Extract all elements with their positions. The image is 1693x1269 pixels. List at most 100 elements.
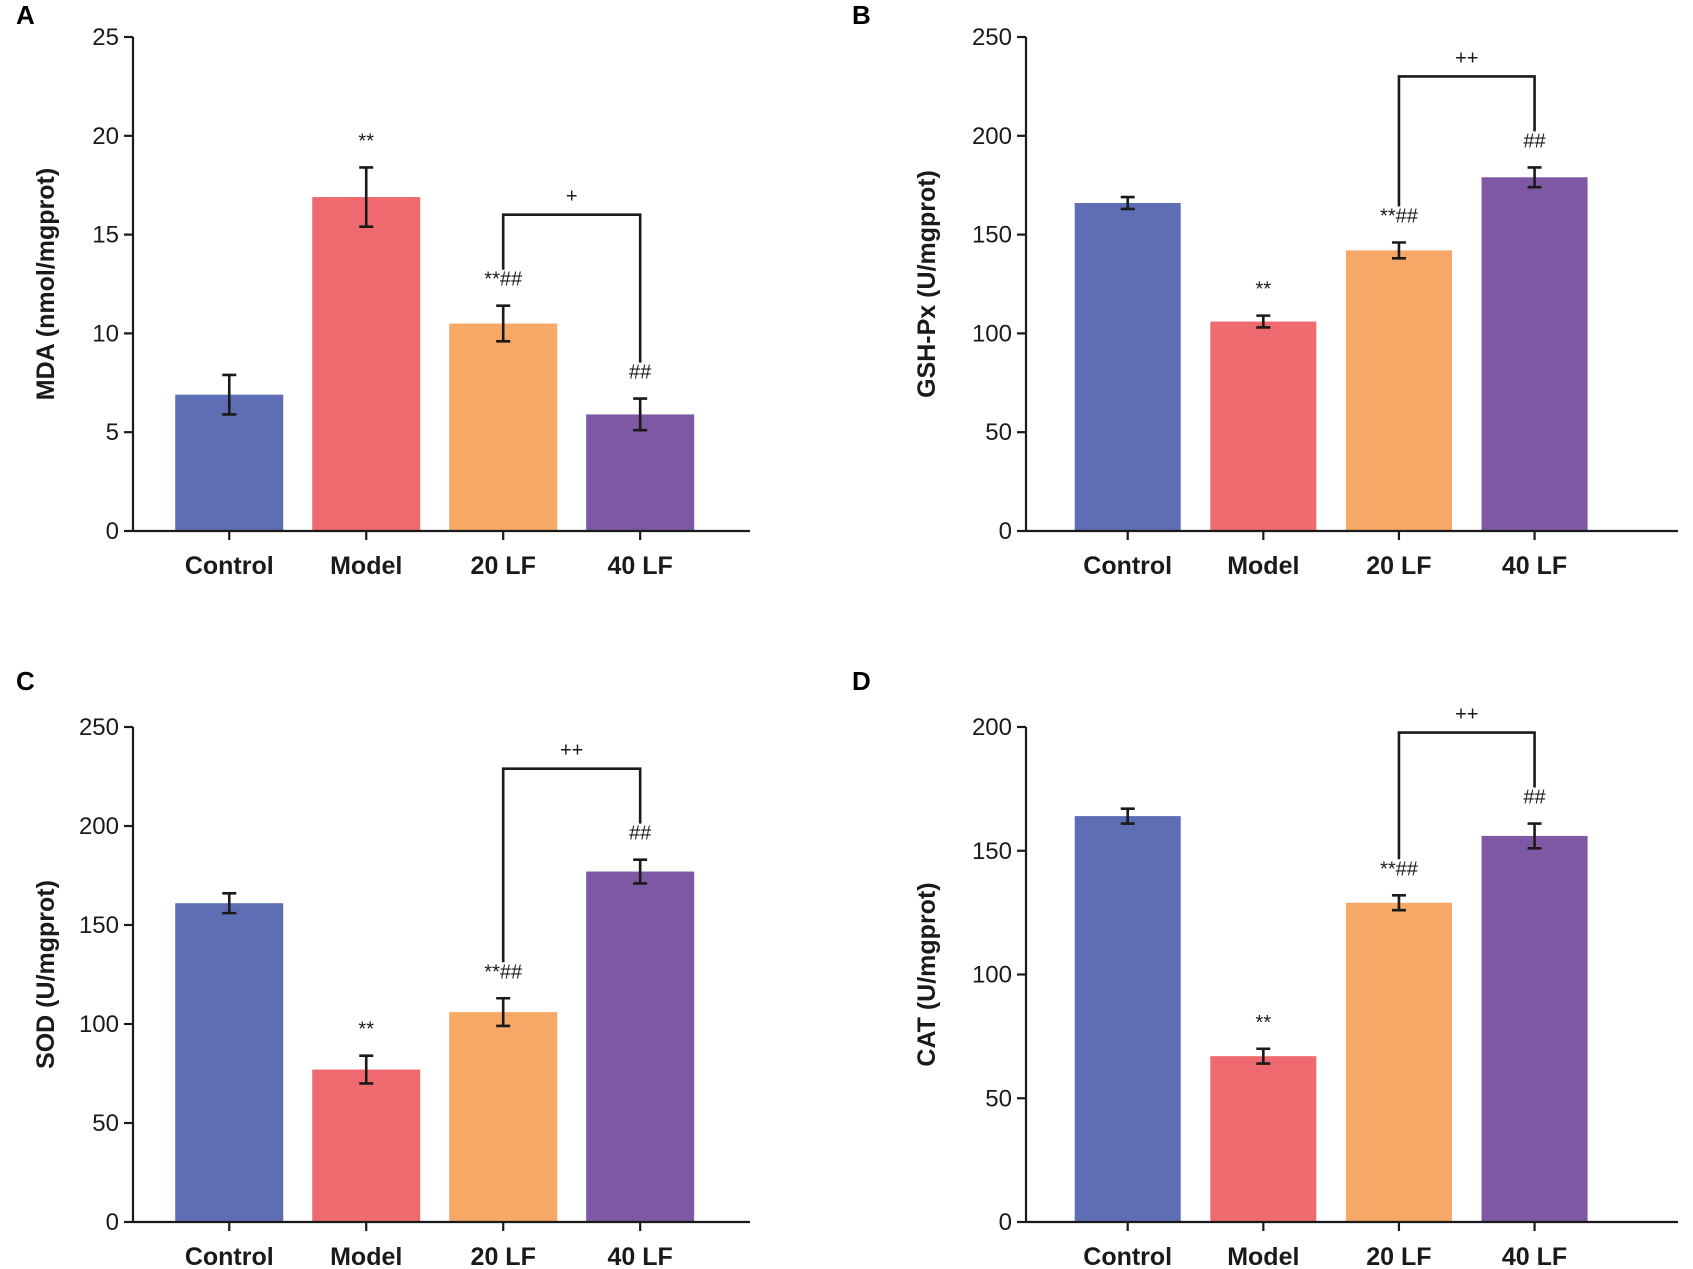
x-tick-label-b-control: Control xyxy=(1083,552,1172,580)
y-tick-label-a-5: 5 xyxy=(106,419,119,446)
y-axis-title-d: CAT (U/mgprot) xyxy=(913,882,941,1066)
bar-c-40-lf xyxy=(586,871,695,1222)
x-tick-label-c-40-lf: 40 LF xyxy=(608,1243,673,1269)
panel-letter-b: B xyxy=(852,0,871,30)
x-tick-label-d-40-lf: 40 LF xyxy=(1502,1243,1567,1269)
x-tick-label-a-20-lf: 20 LF xyxy=(471,552,536,580)
y-tick-label-b-50: 50 xyxy=(985,419,1012,446)
error-bar-d-model xyxy=(1256,1047,1271,1065)
y-tick-label-d-0: 0 xyxy=(999,1209,1012,1236)
y-tick-label-c-150: 150 xyxy=(79,912,119,939)
bar-b-model xyxy=(1210,321,1317,531)
y-tick-label-b-150: 150 xyxy=(972,222,1012,249)
bar-a-40-lf xyxy=(586,414,695,531)
bar-b-control xyxy=(1074,202,1181,531)
x-tick-label-b-model: Model xyxy=(1227,552,1299,580)
y-axis-title-a: MDA (nmol/mgprot) xyxy=(32,168,60,400)
significance-label-d-20-lf: **## xyxy=(1380,858,1419,880)
error-bar-b-control xyxy=(1120,195,1135,211)
error-bar-c-model xyxy=(359,1054,374,1085)
error-bar-c-20-lf xyxy=(496,996,511,1028)
bar-a-control xyxy=(175,394,284,531)
significance-label-d-40-lf: ## xyxy=(1523,787,1546,809)
bar-c-20-lf xyxy=(449,1012,558,1222)
x-tick-label-a-control: Control xyxy=(185,552,274,580)
y-axis-title-c: SOD (U/mgprot) xyxy=(32,880,60,1069)
x-tick-label-c-20-lf: 20 LF xyxy=(471,1243,536,1269)
error-bar-d-control xyxy=(1120,807,1135,825)
y-tick-label-d-50: 50 xyxy=(985,1085,1012,1112)
bar-c-control xyxy=(175,903,284,1222)
bar-d-model xyxy=(1210,1056,1317,1222)
bar-a-model xyxy=(312,197,421,531)
error-bar-b-model xyxy=(1256,314,1271,329)
y-tick-label-c-100: 100 xyxy=(79,1011,119,1038)
x-tick-label-a-40-lf: 40 LF xyxy=(608,552,673,580)
y-tick-label-a-0: 0 xyxy=(106,518,119,545)
y-tick-label-d-150: 150 xyxy=(972,838,1012,865)
y-tick-label-a-15: 15 xyxy=(92,222,119,249)
bar-d-control xyxy=(1074,816,1181,1222)
y-axis-title-b: GSH-Px (U/mgprot) xyxy=(913,170,941,398)
comparison-label-b: ++ xyxy=(1455,47,1478,69)
bar-c-model xyxy=(312,1069,421,1222)
y-tick-label-c-200: 200 xyxy=(79,813,119,840)
significance-label-d-model: ** xyxy=(1256,1012,1272,1034)
panel-letter-a: A xyxy=(16,0,35,30)
panel-d: D 0 50 100 150 200 Control Model 20 LF 40 LF CAT (… xyxy=(852,666,1678,1269)
x-tick-label-b-20-lf: 20 LF xyxy=(1366,552,1431,580)
bar-b-40-lf xyxy=(1481,177,1588,531)
panel-c: C 0 50 100 150 200 250 Control Model 20 LF 40 LF SO… xyxy=(16,666,750,1269)
bar-d-20-lf xyxy=(1345,902,1452,1222)
x-tick-label-d-model: Model xyxy=(1227,1243,1299,1269)
y-tick-label-c-50: 50 xyxy=(92,1110,119,1137)
panel-letter-d: D xyxy=(852,666,871,696)
y-tick-label-b-200: 200 xyxy=(972,123,1012,150)
panel-a: A 0 5 10 15 20 25 Control Model 20 LF 40 LF MDA (nm… xyxy=(16,0,750,580)
y-tick-label-a-20: 20 xyxy=(92,123,119,150)
y-tick-label-a-25: 25 xyxy=(92,24,119,51)
error-bar-b-20-lf xyxy=(1391,241,1406,260)
error-bar-c-40-lf xyxy=(633,858,648,885)
y-tick-label-a-10: 10 xyxy=(92,320,119,347)
y-tick-label-c-250: 250 xyxy=(79,714,119,741)
y-tick-label-d-100: 100 xyxy=(972,962,1012,989)
significance-label-c-20-lf: **## xyxy=(484,961,523,983)
error-bar-a-model xyxy=(359,166,374,228)
comparison-bracket-d xyxy=(1397,731,1536,860)
comparison-label-d: ++ xyxy=(1455,704,1478,726)
y-tick-label-b-250: 250 xyxy=(972,24,1012,51)
y-tick-label-d-200: 200 xyxy=(972,714,1012,741)
significance-label-b-model: ** xyxy=(1256,279,1272,301)
bar-d-40-lf xyxy=(1481,835,1588,1222)
error-bar-d-40-lf xyxy=(1527,822,1542,850)
panel-letter-c: C xyxy=(16,666,35,696)
error-bar-a-control xyxy=(222,373,237,416)
y-tick-label-c-0: 0 xyxy=(106,1209,119,1236)
comparison-bracket-a xyxy=(501,213,642,363)
significance-label-a-20-lf: **## xyxy=(484,269,523,291)
comparison-label-c: ++ xyxy=(560,740,583,762)
x-tick-label-d-20-lf: 20 LF xyxy=(1366,1243,1431,1269)
error-bar-a-40-lf xyxy=(633,397,648,432)
comparison-label-a: + xyxy=(566,186,578,208)
bar-a-20-lf xyxy=(449,323,558,531)
x-tick-label-d-control: Control xyxy=(1083,1243,1172,1269)
error-bar-d-20-lf xyxy=(1391,894,1406,912)
bar-b-20-lf xyxy=(1345,250,1452,531)
significance-label-c-40-lf: ## xyxy=(629,823,652,845)
x-tick-label-a-model: Model xyxy=(330,552,402,580)
significance-label-a-model: ** xyxy=(358,130,374,152)
significance-label-b-40-lf: ## xyxy=(1523,130,1546,152)
significance-label-a-40-lf: ## xyxy=(629,362,652,384)
error-bar-b-40-lf xyxy=(1527,166,1542,189)
y-tick-label-b-100: 100 xyxy=(972,320,1012,347)
x-tick-label-b-40-lf: 40 LF xyxy=(1502,552,1567,580)
error-bar-c-control xyxy=(222,892,237,915)
significance-label-c-model: ** xyxy=(358,1019,374,1041)
panel-b: B 0 50 100 150 200 250 Control Model 20 LF 40 LF GS… xyxy=(852,0,1678,580)
comparison-bracket-b xyxy=(1397,75,1536,207)
x-tick-label-c-control: Control xyxy=(185,1243,274,1269)
significance-label-b-20-lf: **## xyxy=(1380,206,1419,228)
